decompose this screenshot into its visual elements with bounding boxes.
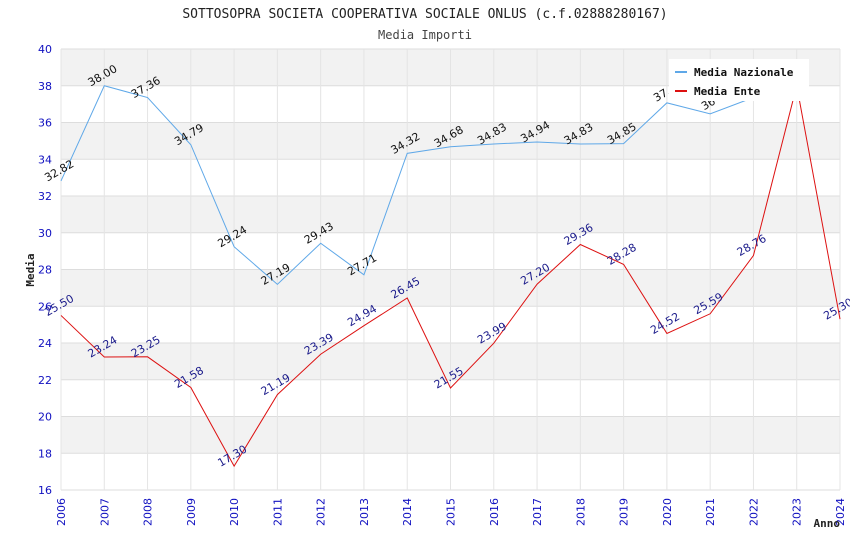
x-axis-label: Anno	[814, 517, 841, 530]
x-axis-ticks: 2006 2007 2008 2009 2010 2011 2012 2013 2014 2015…	[55, 498, 847, 526]
legend: Media Nazionale Media Ente	[669, 59, 809, 101]
x-tick-label: 2018	[574, 498, 587, 526]
legend-label: Media Ente	[694, 85, 761, 98]
y-tick-label: 18	[38, 447, 52, 460]
x-tick-label: 2019	[618, 498, 631, 526]
series-line-media-ente	[60, 85, 841, 468]
y-tick-label: 38	[38, 80, 52, 93]
grid-lines	[60, 48, 841, 491]
y-tick-label: 34	[38, 153, 52, 166]
x-tick-label: 2020	[661, 498, 674, 526]
x-tick-label: 2011	[271, 498, 284, 526]
chart-title: SOTTOSOPRA SOCIETA COOPERATIVA SOCIALE O…	[182, 7, 667, 22]
y-tick-label: 30	[38, 227, 52, 240]
x-tick-label: 2023	[791, 498, 804, 526]
x-tick-label: 2016	[488, 498, 501, 526]
x-tick-label: 2006	[55, 498, 68, 526]
x-tick-label: 2024	[834, 498, 847, 526]
y-tick-label: 26	[38, 300, 52, 313]
x-tick-label: 2022	[747, 498, 760, 526]
y-tick-label: 32	[38, 190, 52, 203]
x-tick-label: 2012	[315, 498, 328, 526]
x-tick-label: 2013	[358, 498, 371, 526]
x-tick-label: 2021	[704, 498, 717, 526]
y-tick-label: 20	[38, 411, 52, 424]
x-tick-label: 2017	[531, 498, 544, 526]
y-axis-label: Media	[24, 253, 37, 286]
series-line-media-nazionale	[60, 85, 797, 286]
x-tick-label: 2009	[185, 498, 198, 526]
x-tick-label: 2007	[98, 498, 111, 526]
y-tick-label: 16	[38, 484, 52, 497]
y-tick-label: 40	[38, 43, 52, 56]
y-tick-label: 28	[38, 264, 52, 277]
y-tick-label: 36	[38, 117, 52, 130]
legend-label: Media Nazionale	[694, 66, 794, 79]
x-tick-label: 2008	[142, 498, 155, 526]
x-tick-label: 2014	[401, 498, 414, 526]
x-tick-label: 2010	[228, 498, 241, 526]
y-tick-label: 22	[38, 374, 52, 387]
y-tick-label: 24	[38, 337, 52, 350]
legend-box	[669, 59, 809, 101]
series-lines	[60, 85, 841, 468]
chart-subtitle: Media Importi	[378, 28, 472, 42]
y-axis-ticks: 16 18 20 22 24 26 28 30 32 34 36 38 40	[38, 43, 52, 497]
x-tick-label: 2015	[445, 498, 458, 526]
